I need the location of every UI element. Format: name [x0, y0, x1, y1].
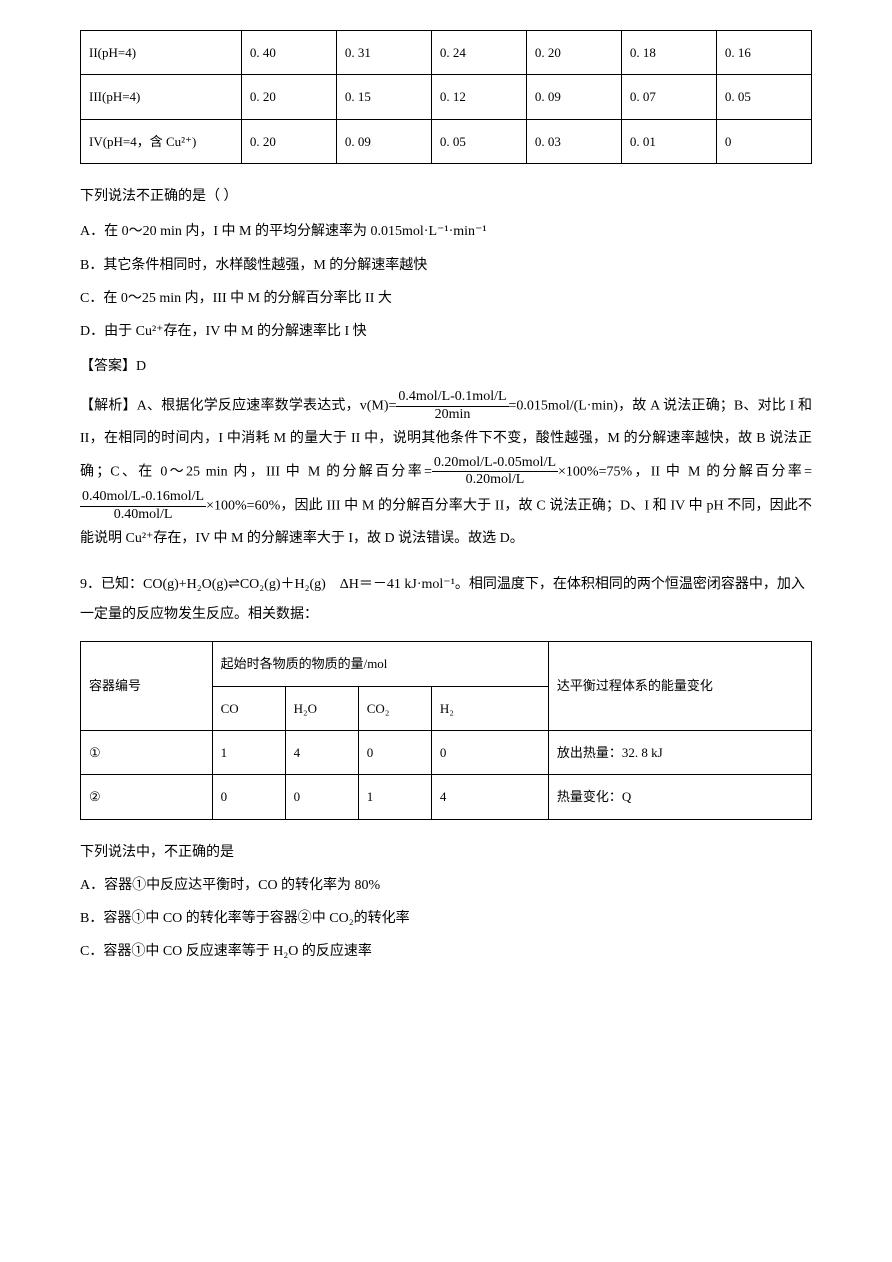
cell: 0. 07 [621, 75, 716, 119]
table-row: IV(pH=4，含 Cu²⁺) 0. 20 0. 09 0. 05 0. 03 … [81, 119, 812, 163]
fraction-2: 0.20mol/L-0.05mol/L0.20mol/L [432, 455, 558, 490]
cell: 0 [212, 775, 285, 819]
cell: 0. 20 [241, 75, 336, 119]
option-c: C．在 0～25 min 内，III 中 M 的分解百分率比 II 大 [80, 286, 812, 311]
cell: 4 [285, 731, 358, 775]
cell: 0. 03 [526, 119, 621, 163]
cell: 0 [716, 119, 811, 163]
cell: III(pH=4) [81, 75, 242, 119]
question-9-text: 9．已知：CO(g)+H₂O(g)⇌CO₂(g)＋H₂(g) ΔH＝－41 kJ… [80, 570, 812, 632]
cell: 0. 15 [336, 75, 431, 119]
q9-option-a: A．容器①中反应达平衡时，CO 的转化率为 80% [80, 873, 812, 898]
cell: 0. 16 [716, 31, 811, 75]
cell: 0. 12 [431, 75, 526, 119]
subheader-cell: H₂O [285, 686, 358, 730]
cell: 0. 09 [526, 75, 621, 119]
cell: 1 [358, 775, 431, 819]
cell: 放出热量：32. 8 kJ [548, 731, 811, 775]
cell: 4 [431, 775, 548, 819]
cell: 0. 31 [336, 31, 431, 75]
option-d: D．由于 Cu²⁺存在，IV 中 M 的分解速率比 I 快 [80, 319, 812, 344]
cell: 0. 24 [431, 31, 526, 75]
q9-option-b: B．容器①中 CO 的转化率等于容器②中 CO₂的转化率 [80, 906, 812, 931]
cell: 0. 01 [621, 119, 716, 163]
option-a: A．在 0～20 min 内，I 中 M 的平均分解速率为 0.015mol·L… [80, 219, 812, 244]
table-row: ① 1 4 0 0 放出热量：32. 8 kJ [81, 731, 812, 775]
cell: 热量变化：Q [548, 775, 811, 819]
q9-option-c: C．容器①中 CO 反应速率等于 H₂O 的反应速率 [80, 939, 812, 964]
answer-label: 【答案】D [80, 354, 812, 379]
equilibrium-arrow: ⇌ [228, 577, 240, 592]
cell: 0. 05 [716, 75, 811, 119]
data-table-1: II(pH=4) 0. 40 0. 31 0. 24 0. 20 0. 18 0… [80, 30, 812, 164]
cell: 0. 09 [336, 119, 431, 163]
analysis-part3: ×100%=75%，II 中 M 的分解百分率= [558, 464, 812, 479]
table-header-row: 容器编号 起始时各物质的物质的量/mol 达平衡过程体系的能量变化 [81, 642, 812, 686]
cell: 0. 20 [241, 119, 336, 163]
fraction-1: 0.4mol/L-0.1mol/L20min [396, 389, 508, 424]
cell: 0. 20 [526, 31, 621, 75]
cell: 0 [358, 731, 431, 775]
table-row: ② 0 0 1 4 热量变化：Q [81, 775, 812, 819]
fraction-3: 0.40mol/L-0.16mol/L0.40mol/L [80, 489, 206, 524]
table-row: II(pH=4) 0. 40 0. 31 0. 24 0. 20 0. 18 0… [81, 31, 812, 75]
cell: 0. 05 [431, 119, 526, 163]
subheader-cell: CO [212, 686, 285, 730]
header-cell: 起始时各物质的物质的量/mol [212, 642, 548, 686]
question-intro: 下列说法不正确的是（ ） [80, 184, 812, 209]
q9-text1: 9．已知：CO(g)+H₂O(g) [80, 577, 228, 592]
header-cell: 达平衡过程体系的能量变化 [548, 642, 811, 731]
question-9-intro: 下列说法中，不正确的是 [80, 840, 812, 865]
data-table-2: 容器编号 起始时各物质的物质的量/mol 达平衡过程体系的能量变化 CO H₂O… [80, 641, 812, 820]
header-cell: 容器编号 [81, 642, 213, 731]
cell: 1 [212, 731, 285, 775]
cell: II(pH=4) [81, 31, 242, 75]
subheader-cell: CO₂ [358, 686, 431, 730]
cell: ② [81, 775, 213, 819]
cell: 0 [285, 775, 358, 819]
cell: IV(pH=4，含 Cu²⁺) [81, 119, 242, 163]
option-b: B．其它条件相同时，水样酸性越强，M 的分解速率越快 [80, 253, 812, 278]
subheader-cell: H₂ [431, 686, 548, 730]
cell: ① [81, 731, 213, 775]
cell: 0. 18 [621, 31, 716, 75]
table-row: III(pH=4) 0. 20 0. 15 0. 12 0. 09 0. 07 … [81, 75, 812, 119]
cell: 0 [431, 731, 548, 775]
analysis-text: 【解析】A、根据化学反应速率数学表达式，v(M)=0.4mol/L-0.1mol… [80, 389, 812, 554]
analysis-prefix: 【解析】A、根据化学反应速率数学表达式，v(M)= [80, 399, 396, 414]
cell: 0. 40 [241, 31, 336, 75]
